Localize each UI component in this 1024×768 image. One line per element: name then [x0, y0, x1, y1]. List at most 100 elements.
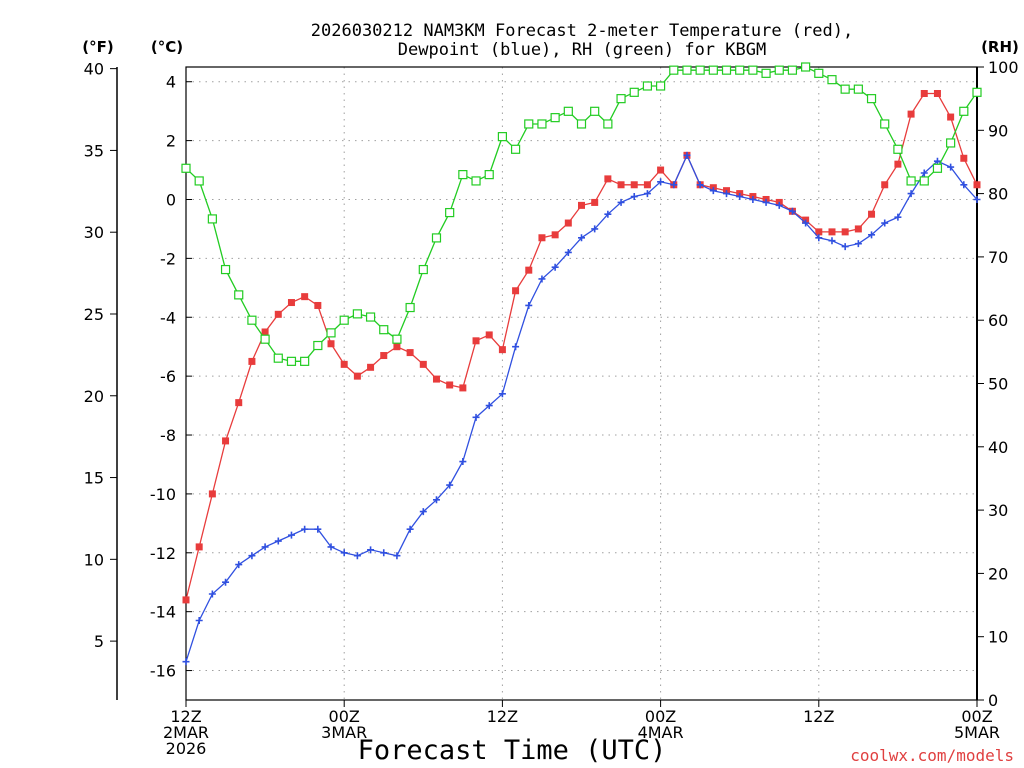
temperature-point [301, 293, 309, 301]
temperature-point [340, 360, 348, 368]
temperature-point [960, 154, 968, 162]
temperature-point [868, 210, 876, 218]
rh-point [946, 138, 956, 148]
gridlines [186, 67, 977, 700]
dewpoint-point [301, 525, 309, 533]
rh-point [576, 119, 587, 129]
celsius-tick-label: -8 [160, 426, 176, 445]
celsius-tick-label: -2 [160, 249, 176, 268]
temperature-point [393, 343, 401, 351]
time-tick-label: 00Z [645, 707, 676, 726]
temperature-point [380, 352, 388, 360]
rh-point [484, 170, 494, 180]
dewpoint-point [472, 413, 480, 421]
temperature-point [459, 384, 467, 392]
dewpoint-point [578, 234, 585, 242]
temperature-point [630, 181, 638, 189]
rh-point [313, 340, 323, 351]
time-tick-label: 5MAR [954, 723, 1000, 742]
dewpoint-point [498, 390, 506, 398]
rh-tick-label: 30 [988, 501, 1008, 520]
fahrenheit-tick-label: 25 [84, 305, 104, 324]
temperature-point [208, 490, 216, 498]
dewpoint-point [512, 343, 520, 351]
rh-line [185, 66, 978, 362]
credit-link[interactable]: coolwx.com/models [850, 746, 1014, 765]
rh-point [458, 170, 468, 180]
rh-point [642, 81, 653, 91]
rh-point [787, 65, 798, 75]
rh-point [207, 214, 217, 224]
rh-point [497, 132, 507, 142]
temperature-point [353, 372, 361, 380]
chart-title-line2: Dewpoint (blue), RH (green) for KBGM [398, 40, 766, 60]
fahrenheit-axis-ticks: 40 35 30 25 20 15 10 5 [84, 60, 117, 651]
series-layer [181, 62, 982, 666]
dewpoint-point [538, 275, 546, 283]
dewpoint-point [617, 198, 625, 206]
temperature-point [472, 337, 480, 345]
dewpoint-point [314, 525, 322, 533]
temperature-point [551, 231, 559, 239]
fahrenheit-tick-label: 20 [84, 387, 104, 406]
temperature-point [182, 596, 190, 604]
rh-point [748, 65, 758, 75]
temperature-point [643, 181, 651, 189]
dewpoint-point [854, 240, 862, 248]
rh-point [708, 65, 718, 75]
rh-point [234, 290, 244, 300]
fahrenheit-tick-label: 40 [84, 60, 104, 79]
dewpoint-point [736, 193, 744, 201]
temperature-point [591, 198, 599, 206]
dewpoint-point [248, 552, 256, 560]
rh-point [379, 325, 389, 335]
rh-point [590, 106, 600, 116]
dewpoint-point [683, 151, 691, 159]
dewpoint-point [591, 225, 599, 233]
celsius-tick-label: -4 [160, 308, 176, 327]
temperature-point [525, 266, 533, 274]
celsius-tick-label: 0 [166, 190, 176, 209]
temperature-line [185, 92, 978, 601]
dewpoint-point [723, 190, 731, 198]
dewpoint-point [274, 537, 282, 545]
dewpoint-point [235, 561, 243, 569]
rh-tick-label: 0 [988, 691, 998, 710]
rh-point [220, 264, 231, 275]
dewpoint-point [788, 207, 796, 215]
temperature-point [274, 310, 282, 318]
rh-point [181, 163, 191, 173]
dewpoint-point [828, 237, 836, 245]
rh-point [840, 84, 850, 94]
rh-point [300, 356, 310, 366]
rh-tick-label: 90 [988, 121, 1008, 140]
celsius-tick-label: -6 [160, 367, 176, 386]
temperature-point [854, 225, 862, 233]
temperature-point [287, 299, 295, 307]
temperature-point [261, 328, 269, 336]
dewpoint-point [907, 190, 915, 198]
rh-tick-label: 60 [988, 311, 1008, 330]
celsius-tick-label: 2 [166, 132, 176, 151]
rh-point [524, 119, 534, 129]
rh-tick-label: 20 [988, 564, 1008, 583]
rh-point [471, 176, 481, 186]
celsius-unit-label: (°C) [151, 38, 183, 56]
dewpoint-point [802, 219, 810, 227]
dewpoint-point [393, 552, 401, 560]
temperature-point [841, 228, 849, 236]
fahrenheit-tick-label: 35 [84, 141, 104, 160]
rh-point [774, 65, 784, 75]
dewpoint-point [261, 543, 269, 551]
dewpoint-point [841, 243, 849, 251]
celsius-tick-label: -16 [150, 662, 176, 681]
temperature-point [907, 110, 915, 118]
rh-point [695, 65, 705, 75]
rh-point [392, 334, 402, 344]
dewpoint-point [881, 219, 889, 227]
dewpoint-point [327, 543, 335, 551]
rh-point [893, 144, 903, 154]
time-tick-label: 00Z [961, 707, 992, 726]
